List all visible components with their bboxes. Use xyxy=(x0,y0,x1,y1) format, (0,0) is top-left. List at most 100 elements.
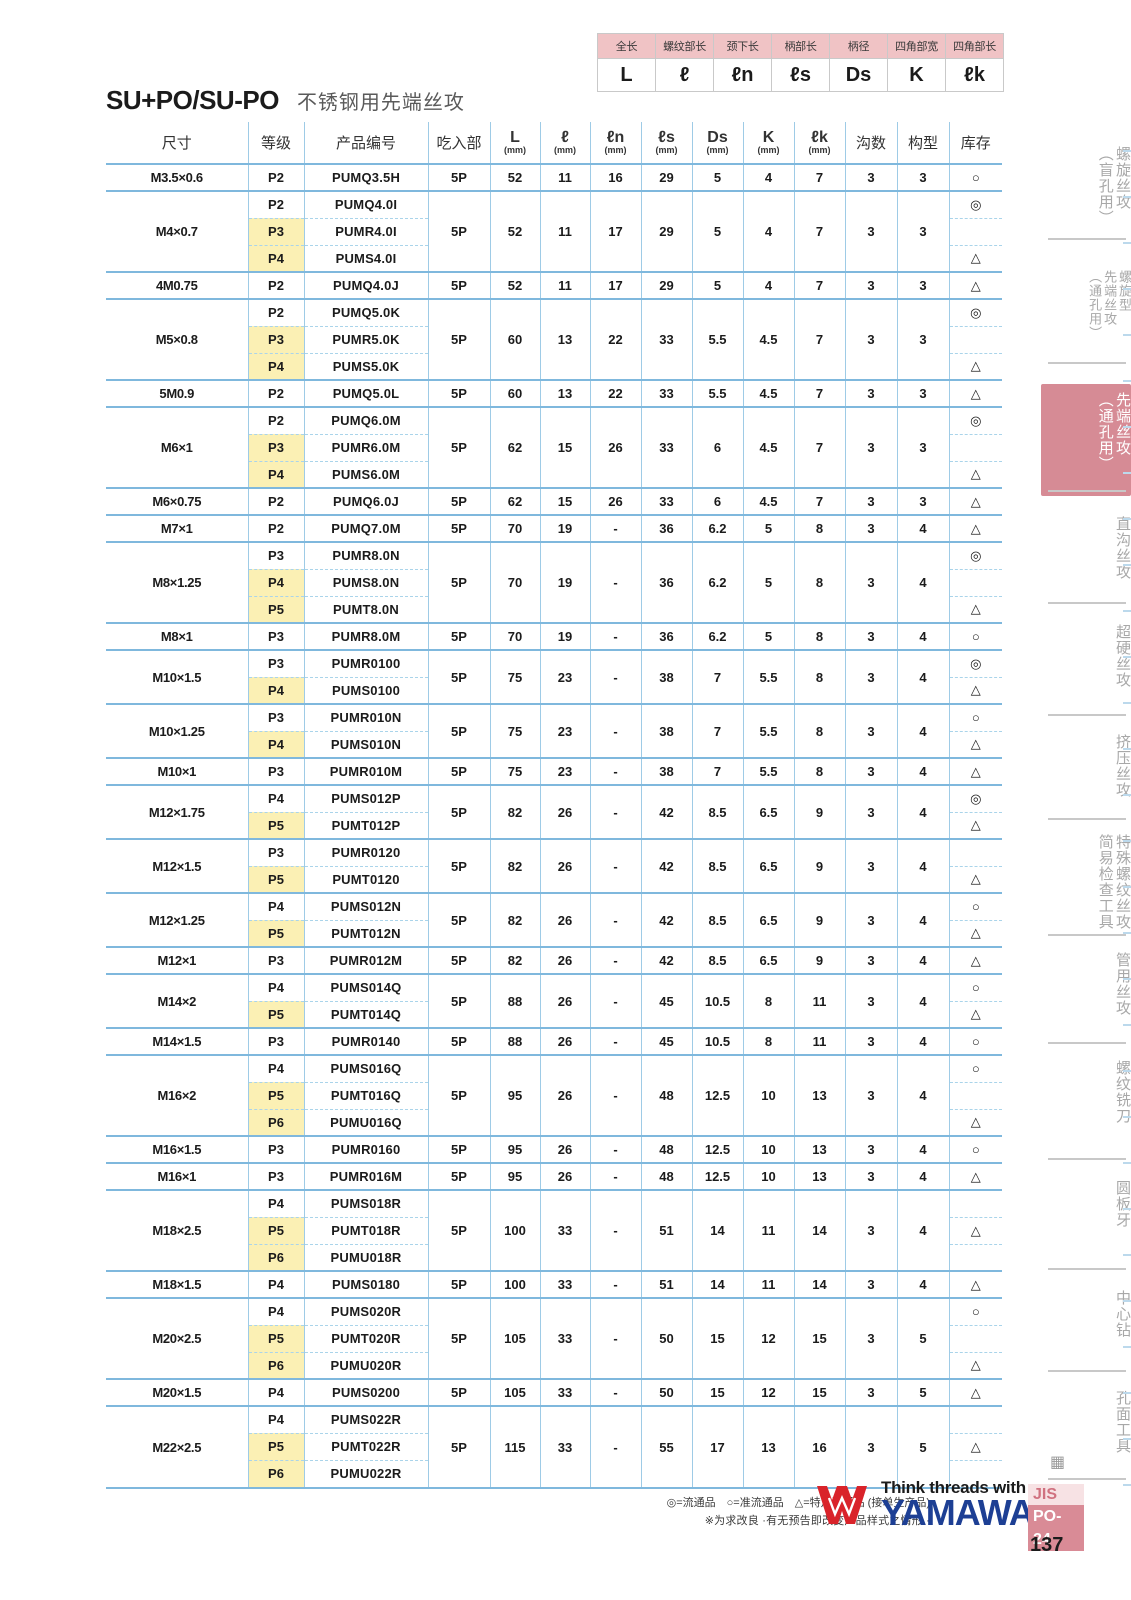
cell-product-code[interactable]: PUMQ4.0J xyxy=(304,271,429,299)
cell-product-code[interactable]: PUMQ6.0M xyxy=(304,406,429,434)
cell-product-code[interactable]: PUMQ7.0M xyxy=(304,514,429,542)
cell-product-code[interactable]: PUMT014Q xyxy=(304,1000,429,1028)
cell-product-code[interactable]: PUMQ5.0K xyxy=(304,298,429,326)
cell-type: 3 xyxy=(897,487,950,515)
cell-ls: 33 xyxy=(641,298,693,380)
cell-size: M5×0.8 xyxy=(106,298,249,380)
cell-product-code[interactable]: PUMR6.0M xyxy=(304,433,429,461)
column-header-unit: (mm) xyxy=(757,144,780,155)
table-row: M7×1 P2 PUMQ7.0M 5P 70 19-36 6.2 5 8 3 4 △ xyxy=(106,514,1002,542)
cell-Ds: 12.5 xyxy=(692,1162,744,1190)
cell-product-code[interactable]: PUMQ5.0L xyxy=(304,379,429,407)
cell-product-code[interactable]: PUMR0100 xyxy=(304,649,429,677)
cell-product-code[interactable]: PUMR010M xyxy=(304,757,429,785)
cell-product-code[interactable]: PUMT012N xyxy=(304,919,429,947)
sidebar-item-point-through[interactable]: 先端丝攻 （通孔用） xyxy=(1041,384,1131,496)
column-header: 沟数 xyxy=(845,122,898,165)
cell-product-code[interactable]: PUMS012P xyxy=(304,784,429,812)
table-row: P5 PUMT0120 △ xyxy=(106,865,1002,893)
cell-product-code[interactable]: PUMS010N xyxy=(304,730,429,758)
cell-product-code[interactable]: PUMS018R xyxy=(304,1189,429,1217)
cell-product-code[interactable]: PUMS6.0M xyxy=(304,460,429,488)
cell-type: 4 xyxy=(897,649,950,704)
cell-product-code[interactable]: PUMU020R xyxy=(304,1351,429,1379)
cell-product-code[interactable]: PUMS0180 xyxy=(304,1270,429,1298)
cell-stock-symbol xyxy=(949,1243,1002,1271)
cell-lk: 13 xyxy=(794,1054,846,1136)
cell-product-code[interactable]: PUMQ4.0I xyxy=(304,190,429,218)
table-row: M20×1.5 P4 PUMS0200 5P 105 33-50 15 12 15 3 5 △ xyxy=(106,1378,1002,1406)
cell-lk: 14 xyxy=(794,1270,846,1298)
cell-K: 5 xyxy=(743,622,795,650)
cell-product-code[interactable]: PUMS4.0I xyxy=(304,244,429,272)
cell-stock-symbol: ◎ xyxy=(949,298,1002,326)
cell-product-code[interactable]: PUMR8.0M xyxy=(304,622,429,650)
cell-product-code[interactable]: PUMT0120 xyxy=(304,865,429,893)
sidebar-item-center-drill[interactable]: 中心钻 xyxy=(1041,1282,1131,1372)
cell-L: 100 xyxy=(490,1270,541,1298)
cell-product-code[interactable]: PUMQ3.5H xyxy=(304,163,429,191)
cell-product-code[interactable]: PUMS0100 xyxy=(304,676,429,704)
cell-product-code[interactable]: PUMR0140 xyxy=(304,1027,429,1055)
sidebar-item-spiral-point[interactable]: 螺旋型 先端丝攻 （通孔用） xyxy=(1041,262,1131,374)
cell-lk: 13 xyxy=(794,1162,846,1190)
revision-note-text: ※为求改良 ·有无预告即改变产品样式之情形 · xyxy=(704,1515,930,1528)
cell-product-code[interactable]: PUMR0160 xyxy=(304,1135,429,1163)
cell-product-code[interactable]: PUMQ6.0J xyxy=(304,487,429,515)
legend-term-cn: 柄径 xyxy=(829,33,888,59)
sidebar-item-carbide[interactable]: 超硬丝攻 xyxy=(1041,616,1131,716)
sidebar-item-round-die[interactable]: 圆板牙 xyxy=(1041,1172,1131,1262)
cell-product-code[interactable]: PUMR0120 xyxy=(304,838,429,866)
cell-product-code[interactable]: PUMS8.0N xyxy=(304,568,429,596)
cell-product-code[interactable]: PUMU018R xyxy=(304,1243,429,1271)
cell-grooves: 3 xyxy=(845,1189,898,1271)
cell-product-code[interactable]: PUMT8.0N xyxy=(304,595,429,623)
cell-size: M16×1.5 xyxy=(106,1135,249,1163)
cell-product-code[interactable]: PUMS020R xyxy=(304,1297,429,1325)
cell-product-code[interactable]: PUMR010N xyxy=(304,703,429,731)
cell-stock-symbol xyxy=(949,1324,1002,1352)
logo-tagline: Think threads with xyxy=(881,1478,1026,1497)
cell-product-code[interactable]: PUMS016Q xyxy=(304,1054,429,1082)
sidebar-item-label: 中心钻 xyxy=(1114,1290,1131,1338)
cell-product-code[interactable]: PUMS5.0K xyxy=(304,352,429,380)
cell-product-code[interactable]: PUMS014Q xyxy=(304,973,429,1001)
cell-ls: 42 xyxy=(641,838,693,893)
cell-product-code[interactable]: PUMS022R xyxy=(304,1405,429,1433)
sidebar-item-pipe-tap[interactable]: 管用丝攻 xyxy=(1041,944,1131,1044)
cell-product-code[interactable]: PUMR012M xyxy=(304,946,429,974)
cell-l: 11 xyxy=(540,163,591,191)
cell-product-code[interactable]: PUMS012N xyxy=(304,892,429,920)
cell-product-code[interactable]: PUMT020R xyxy=(304,1324,429,1352)
cell-product-code[interactable]: PUMR5.0K xyxy=(304,325,429,353)
sidebar-item-straight-flute[interactable]: 直沟丝攻 xyxy=(1041,508,1131,608)
cell-product-code[interactable]: PUMR016M xyxy=(304,1162,429,1190)
cell-product-code[interactable]: PUMT022R xyxy=(304,1432,429,1460)
edge-tick-mark xyxy=(1123,1116,1131,1118)
cell-chamfer: 5P xyxy=(428,190,491,272)
cell-grade: P2 xyxy=(248,298,305,326)
table-row: P5 PUMT020R xyxy=(106,1324,1002,1352)
cell-product-code[interactable]: PUMT018R xyxy=(304,1216,429,1244)
cell-grooves: 3 xyxy=(845,271,898,299)
cell-grooves: 3 xyxy=(845,190,898,272)
cell-product-code[interactable]: PUMU016Q xyxy=(304,1108,429,1136)
cell-product-code[interactable]: PUMR4.0I xyxy=(304,217,429,245)
legend-term-cn: 全长 xyxy=(597,33,656,59)
cell-ln: 26 xyxy=(590,406,642,488)
table-row: M6×0.75 P2 PUMQ6.0J 5P 62 15 26 33 6 4.5 7 3 3 △ xyxy=(106,487,1002,515)
cell-product-code[interactable]: PUMS0200 xyxy=(304,1378,429,1406)
edge-tick-mark xyxy=(1123,472,1131,474)
cell-grooves: 3 xyxy=(845,1297,898,1379)
cell-product-code[interactable]: PUMT016Q xyxy=(304,1081,429,1109)
sidebar-item-spiral-blind[interactable]: 螺旋丝攻 （盲孔用） xyxy=(1041,138,1131,250)
sidebar-item-thread-mill[interactable]: 螺纹铣刀 xyxy=(1041,1052,1131,1152)
cell-product-code[interactable]: PUMR8.0N xyxy=(304,541,429,569)
cell-product-code[interactable]: PUMU022R xyxy=(304,1459,429,1487)
table-row: M8×1 P3 PUMR8.0M 5P 70 19-36 6.2 5 8 3 4 ○ xyxy=(106,622,1002,650)
sidebar-item-forming[interactable]: 挤压丝攻 xyxy=(1041,726,1131,826)
cell-product-code[interactable]: PUMT012P xyxy=(304,811,429,839)
sidebar-item-special-gauge[interactable]: 特殊螺纹丝攻 简易检查工具 xyxy=(1041,826,1131,938)
